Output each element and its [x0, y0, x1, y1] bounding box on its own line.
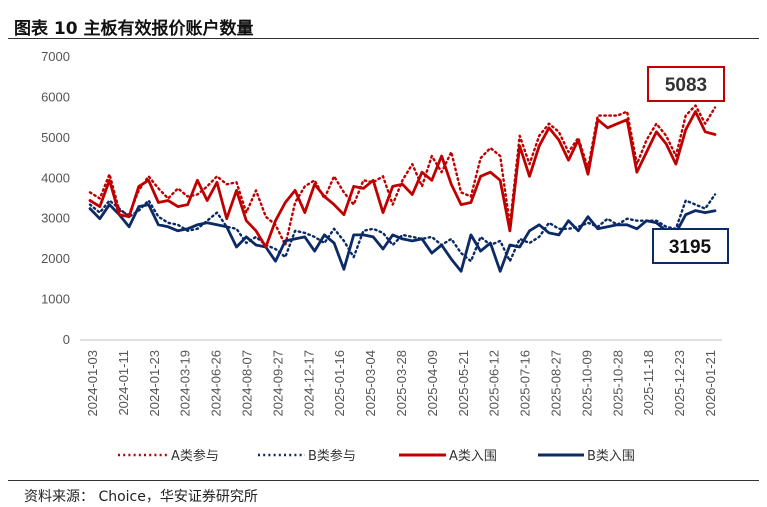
legend-item-a-participate: A类参与 — [118, 448, 219, 464]
y-tick-label: 5000 — [41, 130, 70, 145]
legend-label-b-participate: B类参与 — [308, 448, 356, 464]
x-tick-label: 2025-06-12 — [487, 350, 502, 417]
legend: A类参与 B类参与 A类入围 B类入围 — [118, 448, 635, 464]
series-line-b-shortlist — [88, 203, 717, 273]
callout-a-box — [647, 66, 725, 102]
x-tick-label: 2025-11-18 — [641, 350, 656, 416]
series-layer — [88, 104, 717, 273]
x-tick-label: 2024-12-17 — [301, 350, 316, 417]
callout-a: 5083 — [647, 66, 725, 102]
source-note: 资料来源： Choice，华安证券研究所 — [24, 489, 258, 505]
x-tick-label: 2024-09-27 — [270, 350, 285, 417]
y-tick-label: 0 — [63, 332, 70, 347]
bottom-rule — [8, 480, 759, 481]
x-axis: 2024-01-03 2024-01-11 2024-01-23 2024-03-19… — [85, 350, 718, 417]
x-tick-label: 2025-07-16 — [518, 350, 533, 417]
y-tick-label: 7000 — [41, 49, 70, 64]
x-tick-label: 2025-05-21 — [456, 350, 471, 417]
y-tick-label: 4000 — [41, 170, 70, 185]
x-tick-label: 2025-10-09 — [579, 350, 594, 417]
x-tick-label: 2024-01-11 — [116, 350, 131, 416]
legend-item-b-participate: B类参与 — [258, 448, 356, 464]
series-line-a-participate — [88, 104, 717, 247]
series-line-a-shortlist — [88, 110, 717, 249]
x-tick-label: 2024-01-03 — [85, 350, 100, 417]
y-tick-label: 6000 — [41, 89, 70, 104]
x-tick-label: 2025-04-09 — [425, 350, 440, 417]
y-tick-label: 3000 — [41, 211, 70, 226]
legend-item-b-shortlist: B类入围 — [538, 449, 635, 464]
series-line-b-participate — [88, 193, 717, 263]
x-tick-label: 2025-10-28 — [610, 350, 625, 417]
x-tick-label: 2025-08-27 — [549, 350, 564, 417]
callout-b-label: 3195 — [669, 237, 712, 258]
legend-item-a-shortlist: A类入围 — [399, 449, 497, 464]
callout-a-label: 5083 — [665, 75, 707, 96]
y-tick-label: 2000 — [41, 251, 70, 266]
x-tick-label: 2024-08-07 — [240, 350, 255, 417]
x-tick-label: 2025-03-28 — [394, 350, 409, 417]
x-tick-label: 2025-03-04 — [363, 350, 378, 417]
top-rule — [8, 38, 759, 39]
y-axis: 0 1000 2000 3000 4000 5000 6000 7000 — [41, 49, 70, 347]
x-tick-label: 2026-01-21 — [703, 350, 718, 417]
callout-b: 3195 — [652, 228, 729, 264]
figure-title: 图表 10 主板有效报价账户数量 — [14, 19, 254, 39]
legend-label-a-participate: A类参与 — [171, 448, 219, 464]
x-tick-label: 2024-03-19 — [178, 350, 193, 417]
x-tick-label: 2024-01-23 — [147, 350, 162, 417]
x-tick-label: 2025-12-23 — [672, 350, 687, 417]
legend-label-a-shortlist: A类入围 — [449, 449, 497, 464]
legend-label-b-shortlist: B类入围 — [587, 449, 635, 464]
y-tick-label: 1000 — [41, 292, 70, 307]
x-tick-label: 2025-01-16 — [332, 350, 347, 417]
x-tick-label: 2024-06-26 — [209, 350, 224, 417]
callout-b-box — [652, 228, 729, 264]
